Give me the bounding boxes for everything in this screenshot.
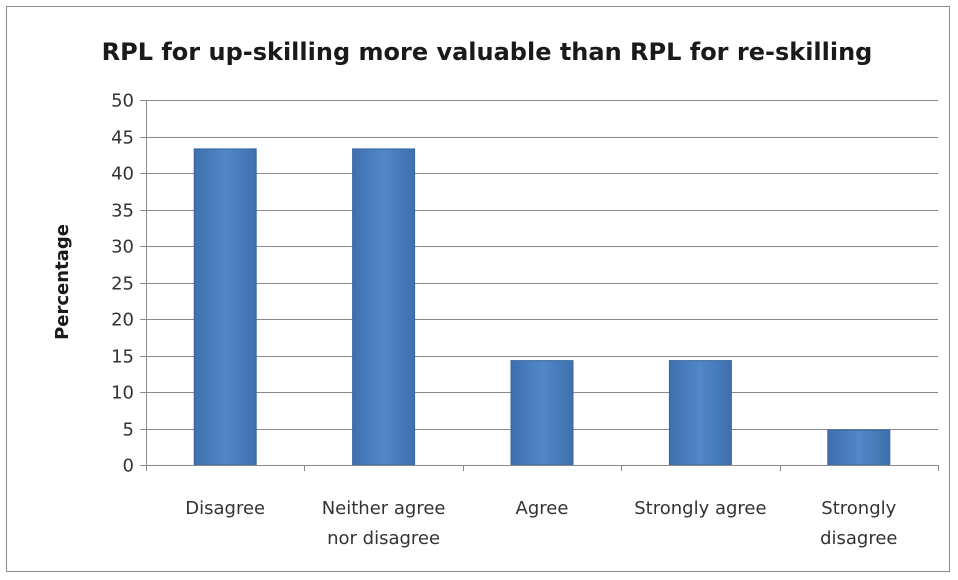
x-category-line: Neither agree (322, 498, 446, 519)
y-tick-label: 35 (111, 201, 134, 222)
x-axis-categories: Disagree Neither agree nor disagree Agree St… (185, 498, 897, 549)
x-category-label: Strongly disagree (820, 498, 897, 549)
x-category-label: Strongly agree (634, 498, 766, 519)
y-tick-label: 40 (111, 164, 134, 185)
x-category-line: disagree (820, 528, 897, 549)
bar (352, 148, 416, 466)
y-tick-label: 20 (111, 310, 134, 331)
y-tick-label: 30 (111, 237, 134, 258)
x-category-line: Disagree (185, 498, 265, 519)
chart-title: RPL for up-skilling more valuable than R… (102, 38, 873, 66)
bar (827, 429, 891, 466)
gridlines (146, 100, 938, 430)
bar (510, 360, 574, 466)
x-category-label: Disagree (185, 498, 265, 519)
x-category-label: Agree (516, 498, 569, 519)
y-tick-label: 15 (111, 347, 134, 368)
bars (193, 148, 891, 466)
x-category-line: nor disagree (327, 528, 440, 549)
y-tick-label: 45 (111, 128, 134, 149)
y-axis-ticks: 0 5 10 15 20 25 30 35 40 45 50 (111, 91, 146, 477)
y-tick-label: 50 (111, 91, 134, 112)
axes (146, 100, 939, 471)
x-category-label: Neither agree nor disagree (322, 498, 446, 549)
x-category-line: Strongly agree (634, 498, 766, 519)
bar (193, 148, 257, 466)
bar (668, 360, 732, 466)
y-axis-label: Percentage (52, 224, 73, 340)
x-category-line: Agree (516, 498, 569, 519)
y-tick-label: 10 (111, 383, 134, 404)
y-tick-label: 5 (123, 420, 134, 441)
y-tick-label: 25 (111, 274, 134, 295)
x-category-line: Strongly (821, 498, 896, 519)
y-tick-label: 0 (123, 456, 134, 477)
